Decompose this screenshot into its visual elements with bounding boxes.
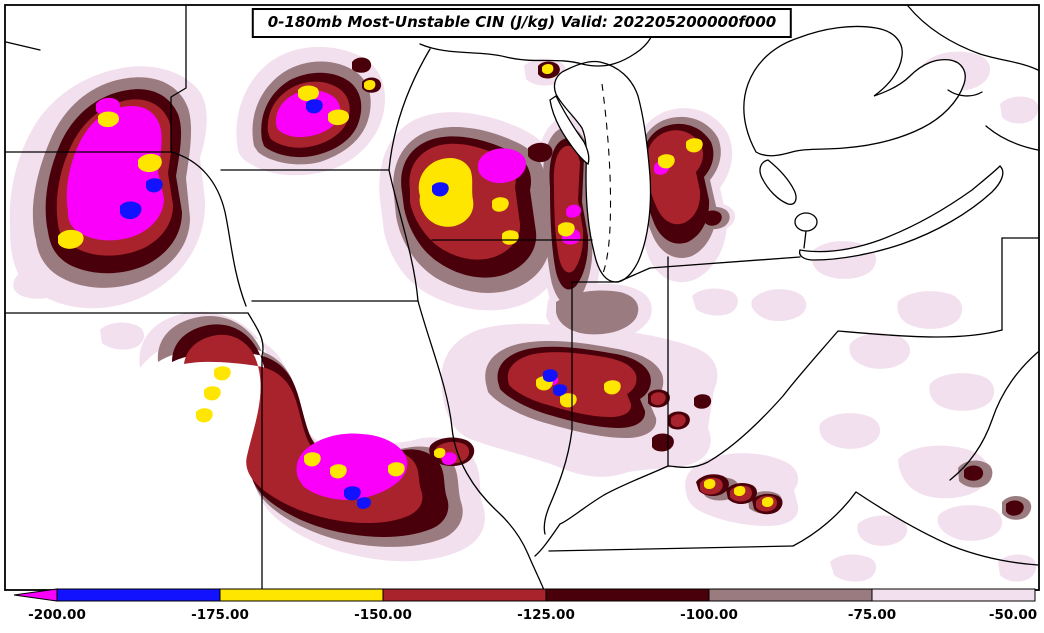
colorbar-segment-maroon (545, 588, 710, 602)
colorbar-tick-label: -75.00 (848, 607, 896, 623)
lake-michigan (553, 60, 652, 283)
saginaw-bay (759, 159, 797, 205)
plot-title: 0-180mb Most-Unstable CIN (J/kg) Valid: … (251, 8, 793, 38)
colorbar-tick-label: -50.00 (989, 607, 1037, 623)
colorbar-tick-label: -100.00 (680, 607, 738, 623)
colorbar-segment-blue (56, 588, 221, 602)
colorbar-tick-label: -150.00 (354, 607, 412, 623)
lake-huron (743, 25, 966, 157)
lake-st-clair (794, 212, 818, 232)
colorbar-segment-yellow (219, 588, 384, 602)
lake-erie (798, 165, 1004, 261)
great-lakes (549, 25, 1004, 283)
state-borders (5, 5, 1039, 591)
colorbar-segment-mauve (708, 588, 873, 602)
colorbar-tick-label: -125.00 (517, 607, 575, 623)
cin-layer-yellow-175-to-150 (58, 63, 774, 508)
colorbar: -200.00 -175.00 -150.00 -125.00 -100.00 … (13, 588, 1037, 623)
green-bay (549, 95, 590, 166)
cin-fill-contours (9, 46, 1039, 582)
colorbar-tick-label: -175.00 (191, 607, 249, 623)
colorbar-segment-red (382, 588, 547, 602)
colorbar-tick-label: -200.00 (28, 607, 86, 623)
colorbar-segment-pink (871, 588, 1036, 602)
cin-layer-blue-200-to-175 (120, 99, 567, 509)
